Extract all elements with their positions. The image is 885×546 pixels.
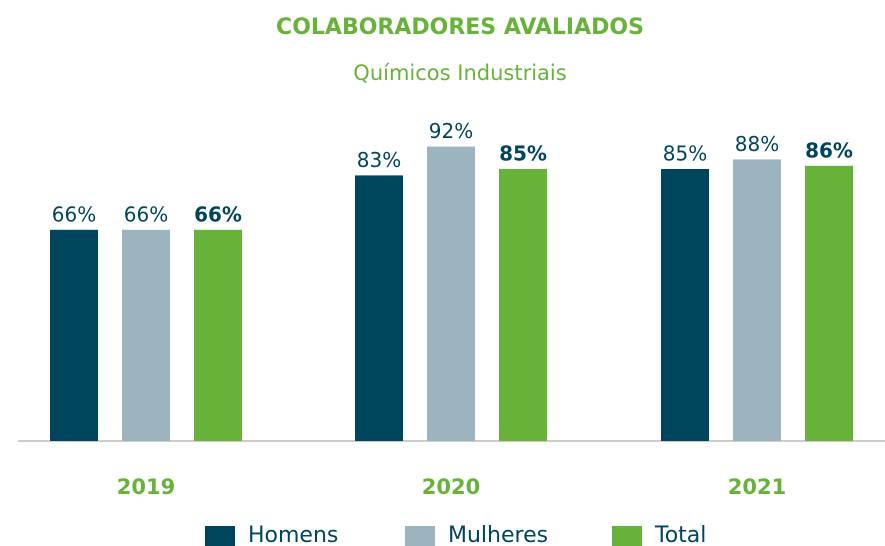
legend-label: Homens	[248, 523, 338, 546]
bar	[661, 169, 709, 441]
data-label: 88%	[735, 132, 779, 156]
legend-swatch	[405, 526, 435, 546]
chart-subtitle: Químicos Industriais	[353, 61, 566, 85]
data-label: 85%	[663, 142, 707, 166]
x-tick-label: 2021	[728, 475, 786, 499]
x-tick-label: 2019	[117, 475, 175, 499]
x-tick-label: 2020	[422, 475, 480, 499]
bar	[427, 146, 475, 441]
data-label: 66%	[194, 202, 242, 226]
data-label: 85%	[499, 142, 547, 166]
data-label: 92%	[429, 119, 473, 143]
data-label: 86%	[805, 138, 853, 162]
bar	[122, 229, 170, 441]
legend-label: Total	[654, 523, 706, 546]
bar	[733, 159, 781, 441]
data-label: 83%	[357, 148, 401, 172]
bar	[50, 229, 98, 441]
legend-swatch	[205, 526, 235, 546]
data-label: 66%	[124, 202, 168, 226]
chart-title: COLABORADORES AVALIADOS	[276, 15, 644, 40]
bar	[194, 229, 242, 441]
legend-label: Mulheres	[448, 523, 548, 546]
legend-swatch	[612, 526, 642, 546]
bar	[355, 175, 403, 441]
bar	[499, 169, 547, 441]
bar	[805, 165, 853, 442]
data-label: 66%	[52, 202, 96, 226]
